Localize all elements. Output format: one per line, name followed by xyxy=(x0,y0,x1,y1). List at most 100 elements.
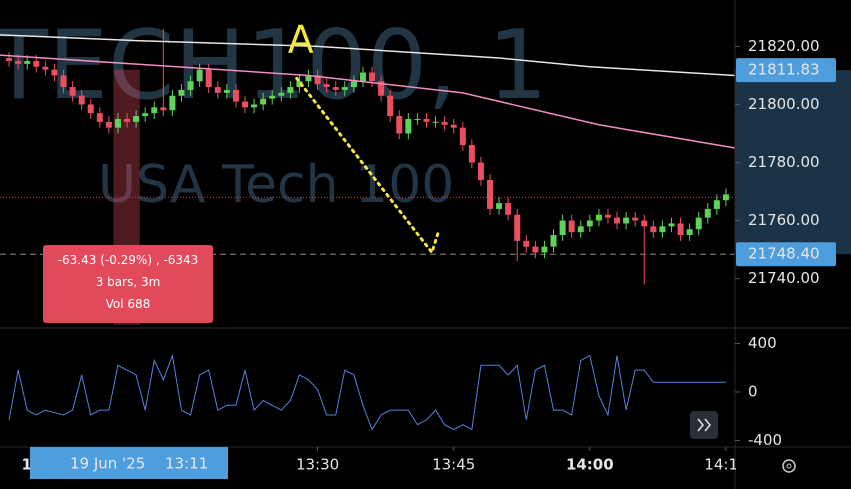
candle-body xyxy=(704,208,711,218)
price-label-box xyxy=(736,242,836,267)
candle-body xyxy=(251,104,258,108)
candle-body xyxy=(124,118,131,122)
moving-average xyxy=(0,54,736,149)
annotation: A xyxy=(288,18,314,62)
y-tick-label: 21800.00 xyxy=(748,95,820,113)
tooltip-line: -63.43 (-0.29%) , -6343 xyxy=(57,253,199,267)
candle-body xyxy=(568,220,575,233)
candle-body xyxy=(523,240,530,247)
candle-body xyxy=(242,101,248,108)
candle-body xyxy=(432,121,439,123)
candle-body xyxy=(96,113,103,122)
candle-body xyxy=(414,118,421,120)
candle-body xyxy=(24,60,31,64)
candle-body xyxy=(487,179,493,209)
candle-body xyxy=(686,229,693,236)
candle-body xyxy=(269,95,276,99)
candle-body xyxy=(441,121,448,125)
candle-body xyxy=(169,95,176,111)
candle-body xyxy=(78,95,85,105)
watermark-name: USA Tech 100 xyxy=(98,155,454,215)
candle-body xyxy=(668,223,675,227)
x-tick-label: 14:00 xyxy=(566,456,614,474)
candle-body xyxy=(305,75,312,82)
candle-body xyxy=(214,87,221,93)
candle-body xyxy=(223,89,230,93)
candle-body xyxy=(114,118,121,128)
settings-icon[interactable] xyxy=(782,459,796,473)
scroll-icon xyxy=(697,418,712,432)
x-tick-label: 13:30 xyxy=(296,456,339,474)
candle-body xyxy=(33,60,40,67)
candle-body xyxy=(595,214,602,221)
tooltip-line: 3 bars, 3m xyxy=(95,275,161,289)
candle-body xyxy=(205,69,212,88)
candle-body xyxy=(42,66,49,70)
candle-body xyxy=(323,84,330,88)
candle-body xyxy=(378,81,385,96)
axis-corner xyxy=(736,448,851,489)
candle-body xyxy=(550,235,557,247)
candle-body xyxy=(105,121,112,128)
oscillator-line xyxy=(8,353,726,431)
y-tick-label: -400 xyxy=(748,431,782,449)
settings-icon-center xyxy=(786,463,792,469)
candle-body xyxy=(287,87,294,93)
candle-body xyxy=(677,223,684,236)
moving-average xyxy=(0,34,736,77)
candle-body xyxy=(341,87,348,90)
candle-body xyxy=(260,98,267,105)
y-tick-label: 21780.00 xyxy=(748,153,820,171)
candle-body xyxy=(514,214,521,241)
x-tick-label: 13:45 xyxy=(432,456,475,474)
crosshair-date: 19 Jun '25 xyxy=(70,455,145,473)
watermark-symbol: TECH100, 1 xyxy=(0,11,548,121)
candle-body xyxy=(332,87,339,90)
candle-body xyxy=(614,217,621,224)
axis-range-highlight xyxy=(735,70,851,255)
crosshair-time: 13:11 xyxy=(165,455,208,473)
candle-body xyxy=(496,203,503,209)
candle-body xyxy=(532,246,539,253)
candle-body xyxy=(196,69,203,82)
candle-body xyxy=(459,127,466,146)
candle-body xyxy=(15,60,22,64)
candle-body xyxy=(586,220,593,227)
candle-body xyxy=(359,72,366,82)
candle-body xyxy=(577,226,584,233)
candle-body xyxy=(87,104,94,114)
candle-body xyxy=(151,107,158,114)
candle-body xyxy=(623,217,630,224)
candle-body xyxy=(659,226,666,233)
candle-body xyxy=(468,145,475,163)
candle-body xyxy=(559,220,566,236)
candle-body xyxy=(722,194,729,201)
candle-body xyxy=(187,81,194,90)
y-tick-label: 21740.00 xyxy=(748,269,820,287)
y-tick-label: 21760.00 xyxy=(748,211,820,229)
y-tick-label: 400 xyxy=(748,334,777,352)
candle-body xyxy=(387,95,394,117)
candle-body xyxy=(604,214,611,218)
y-tick-label: 21820.00 xyxy=(748,37,820,55)
crosshair-label-box xyxy=(30,447,228,479)
candle-body xyxy=(695,217,702,230)
candle-body xyxy=(650,226,657,233)
candle-body xyxy=(232,89,239,102)
tooltip-line: Vol 688 xyxy=(105,297,151,311)
candle-body xyxy=(69,87,76,96)
candle-body xyxy=(178,89,185,96)
candle-body xyxy=(423,118,430,122)
price-label: 21748.40 xyxy=(748,245,820,263)
candle-body xyxy=(314,75,321,85)
candle-body xyxy=(405,118,412,134)
candle-body xyxy=(278,92,285,96)
candle-body xyxy=(142,113,149,117)
candle-body xyxy=(477,162,484,180)
y-tick-label: 0 xyxy=(748,382,758,400)
candle-body xyxy=(450,124,457,128)
candle-body xyxy=(713,200,720,209)
trend-drawing xyxy=(295,76,440,256)
candle-body xyxy=(350,81,357,88)
